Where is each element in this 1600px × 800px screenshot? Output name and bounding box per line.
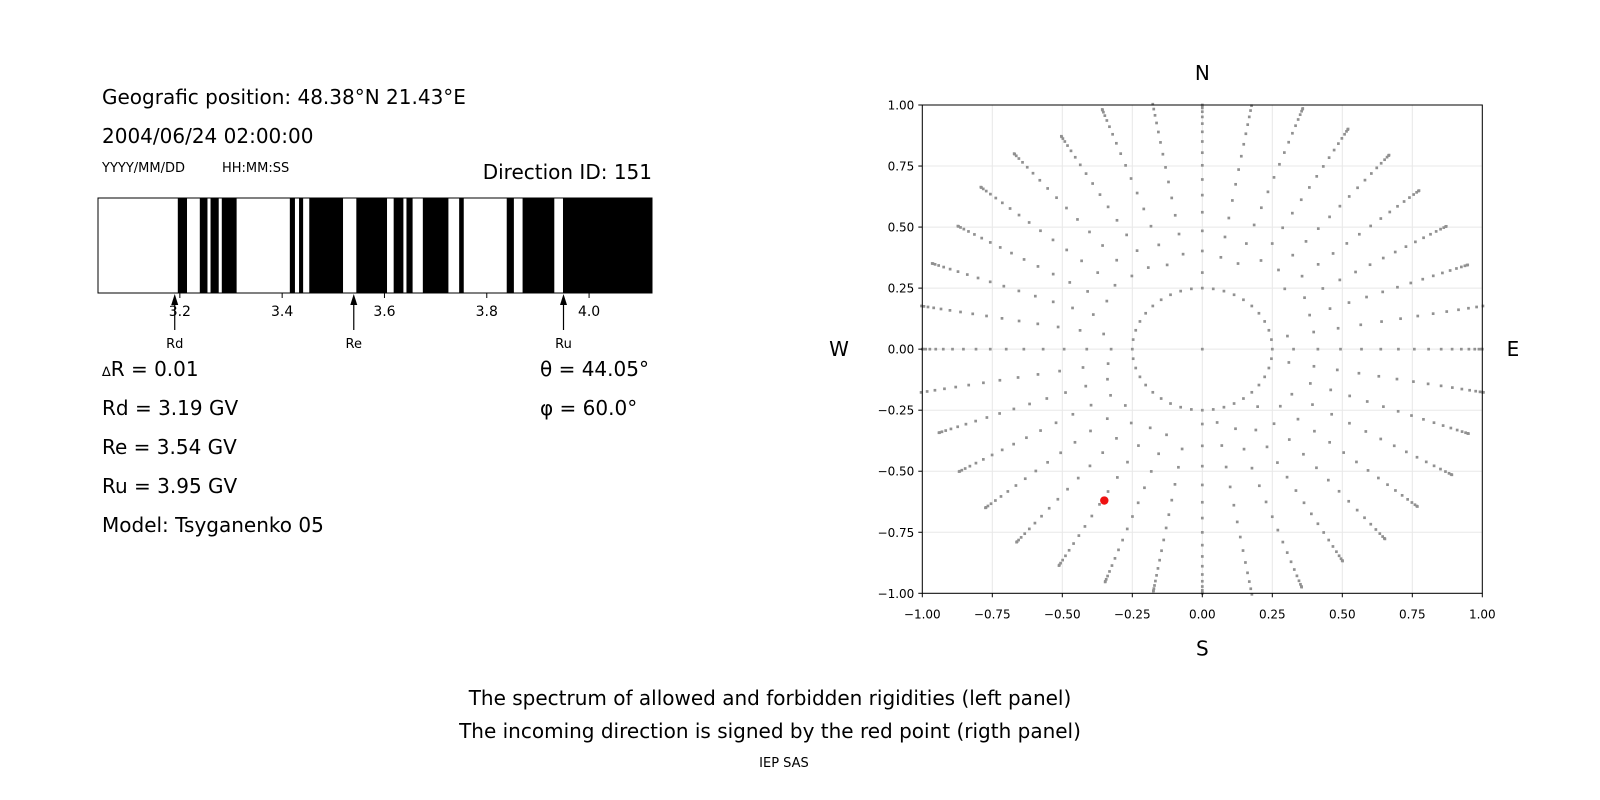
y-tick-label: −0.75 <box>878 526 915 540</box>
x-tick-label: 0.25 <box>1259 607 1286 621</box>
rd-value: Rd = 3.19 GV <box>102 396 239 420</box>
compass-labels: N S W E <box>829 61 1519 660</box>
allowed-bar <box>522 198 555 293</box>
x-tick-label: 1.00 <box>1469 607 1496 621</box>
direction-plot: −1.00 −0.75 −0.50 −0.25 0.00 0.25 0.50 0.75 1.00… <box>829 61 1519 660</box>
x-tick-label: −1.00 <box>904 607 941 621</box>
delta-r-value: ∆R = 0.01 <box>102 357 199 381</box>
caption-line-2: The incoming direction is signed by the … <box>459 719 1081 743</box>
time-format-label: HH:MM:SS <box>222 161 290 176</box>
x-tick-label: −0.25 <box>1114 607 1151 621</box>
theta-value: θ = 44.05° <box>540 357 649 381</box>
credit-label: IEP SAS <box>759 756 809 771</box>
asymptotic-direction-dots <box>919 102 1485 596</box>
y-tick-label: 0.50 <box>888 221 915 235</box>
x-tick-label: 0.00 <box>1189 607 1216 621</box>
allowed-bar <box>562 198 652 293</box>
ru-value: Ru = 3.95 GV <box>102 474 238 498</box>
rigidity-markers: Rd Re Ru <box>166 294 572 352</box>
y-tick-label: 1.00 <box>888 99 915 113</box>
rigidity-spectrum-plot: 3.2 3.4 3.6 3.8 4.0 Rd Re Ru <box>97 197 653 352</box>
allowed-bar <box>506 198 514 293</box>
allowed-bar <box>289 198 295 293</box>
incoming-direction-point <box>1100 496 1109 505</box>
x-tick-label: 0.50 <box>1329 607 1356 621</box>
spectrum-x-axis: 3.2 3.4 3.6 3.8 4.0 <box>169 293 600 320</box>
allowed-bar <box>221 198 237 293</box>
re-value: Re = 3.54 GV <box>102 435 237 459</box>
tick-label: 3.8 <box>476 304 498 320</box>
allowed-bar <box>406 198 413 293</box>
compass-west-label: W <box>829 337 849 361</box>
compass-south-label: S <box>1196 636 1209 660</box>
marker-label: Rd <box>166 337 183 352</box>
y-tick-label: 0.25 <box>888 282 915 296</box>
compass-east-label: E <box>1507 337 1520 361</box>
marker-arrow-head <box>171 294 179 305</box>
marker-arrow-head <box>350 294 358 305</box>
direction-id-label: Direction ID: 151 <box>482 160 652 184</box>
marker-label: Ru <box>555 337 572 352</box>
datetime-label: 2004/06/24 02:00:00 <box>102 124 314 148</box>
geographic-position-label: Geografic position: 48.38°N 21.43°E <box>102 85 466 109</box>
allowed-bar <box>422 198 449 293</box>
tick-label: 4.0 <box>578 304 600 320</box>
y-tick-label: 0.00 <box>888 343 915 357</box>
tick-label: 3.6 <box>373 304 395 320</box>
allowed-bar <box>299 198 304 293</box>
x-tick-label: −0.50 <box>1044 607 1081 621</box>
date-format-label: YYYY/MM/DD <box>102 161 185 176</box>
direction-plot-axes: −1.00 −0.75 −0.50 −0.25 0.00 0.25 0.50 0.75 1.00… <box>878 99 1496 622</box>
allowed-bar <box>393 198 404 293</box>
y-tick-label: −0.25 <box>878 404 915 418</box>
marker-arrow-head <box>560 294 568 305</box>
delta-symbol: ∆ <box>102 365 111 380</box>
y-tick-label: −0.50 <box>878 465 915 479</box>
y-tick-label: −1.00 <box>878 587 915 601</box>
allowed-bar <box>309 198 344 293</box>
compass-north-label: N <box>1195 61 1210 85</box>
x-tick-label: −0.75 <box>974 607 1011 621</box>
allowed-bar <box>459 198 464 293</box>
tick-label: 3.4 <box>271 304 293 320</box>
tick-label: 3.2 <box>169 304 191 320</box>
phi-value: φ = 60.0° <box>540 396 638 420</box>
y-tick-label: 0.75 <box>888 160 915 174</box>
spectrum-frame <box>97 197 653 294</box>
allowed-bar <box>210 198 219 293</box>
allowed-bar <box>356 198 388 293</box>
marker-label: Re <box>346 337 362 352</box>
x-tick-label: 0.75 <box>1399 607 1426 621</box>
allowed-bar <box>177 198 188 293</box>
caption-line-1: The spectrum of allowed and forbidden ri… <box>468 686 1072 710</box>
allowed-rigidity-bars <box>177 198 652 293</box>
allowed-bar <box>199 198 208 293</box>
model-label: Model: Tsyganenko 05 <box>102 513 324 537</box>
